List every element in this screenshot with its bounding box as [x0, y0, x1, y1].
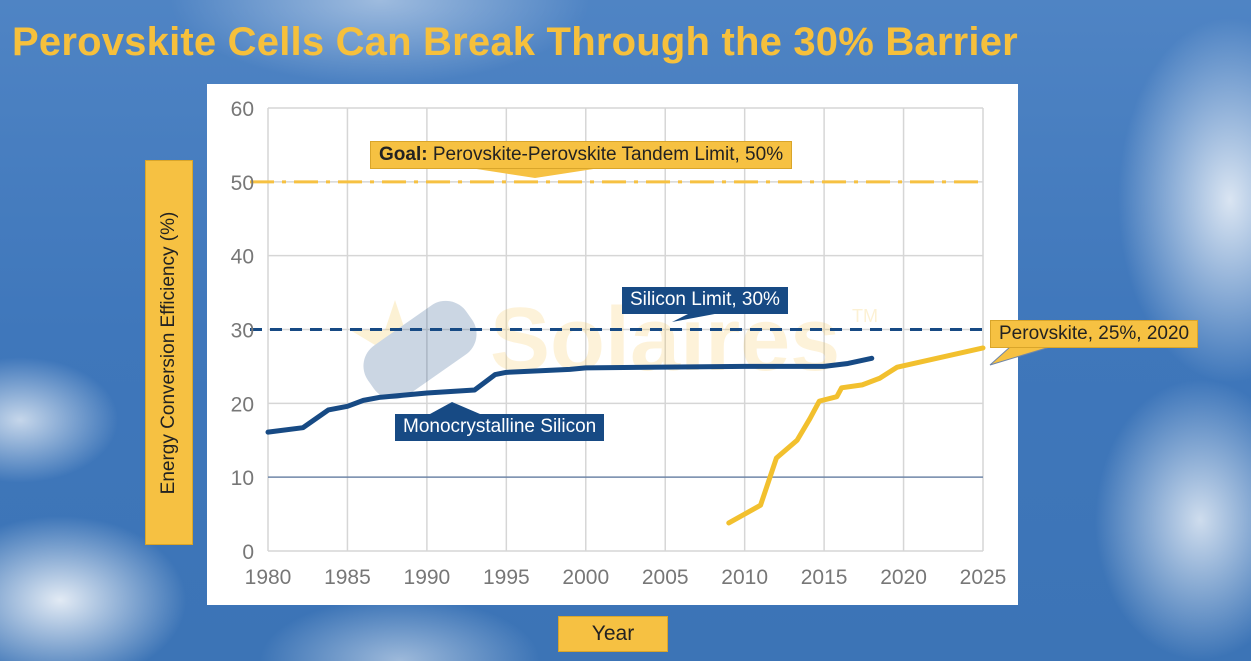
y-tick-label: 60	[231, 98, 254, 121]
series	[265, 345, 986, 526]
y-tick-label: 10	[231, 467, 254, 490]
goal-callout: Goal: Perovskite-Perovskite Tandem Limit…	[370, 141, 793, 169]
y-tick-label: 20	[231, 393, 254, 416]
x-tick-label: 2000	[562, 566, 609, 589]
x-tick-label: 2010	[721, 566, 768, 589]
x-tick-label: 2020	[880, 566, 927, 589]
x-tick-label: 2025	[960, 566, 1007, 589]
x-tick-label: 1980	[245, 566, 292, 589]
x-tick-label: 1985	[324, 566, 371, 589]
perovskite-series-line	[726, 345, 986, 526]
x-tick-label: 2005	[642, 566, 689, 589]
ticks: 1980 1985 1990 1995 2000 2005 2010 2015 2020 2025…	[231, 98, 1007, 589]
silicon-limit-callout: Silicon Limit, 30%	[622, 287, 788, 314]
x-axis-label: Year	[558, 616, 668, 652]
silicon-limit-pointer	[672, 313, 720, 322]
y-tick-label: 30	[231, 320, 254, 343]
chart-panel	[207, 84, 1018, 605]
y-tick-label: 40	[231, 246, 254, 269]
goal-callout-pointer	[470, 168, 600, 178]
reference-lines	[250, 180, 983, 331]
y-tick-label: 50	[231, 172, 254, 195]
y-axis-label: Energy Conversion Efficiency (%)	[145, 160, 193, 545]
goal-label: Perovskite-Perovskite Tandem Limit, 50%	[432, 144, 784, 165]
x-tick-label: 1990	[404, 566, 451, 589]
x-tick-label: 1995	[483, 566, 530, 589]
x-tick-label: 2015	[801, 566, 848, 589]
svg-text:TM: TM	[852, 306, 878, 326]
monocrystalline-callout: Monocrystalline Silicon	[395, 414, 605, 441]
perovskite-pointer	[989, 346, 1051, 366]
page-title: Perovskite Cells Can Break Through the 3…	[12, 20, 1018, 64]
y-tick-label: 0	[242, 541, 254, 564]
goal-label-bold: Goal:	[379, 144, 428, 165]
silicon-series-line	[265, 355, 875, 435]
perovskite-callout: Perovskite, 25%, 2020	[990, 320, 1199, 348]
solar-panel-icon	[363, 300, 477, 400]
monocrystalline-pointer	[430, 402, 480, 414]
